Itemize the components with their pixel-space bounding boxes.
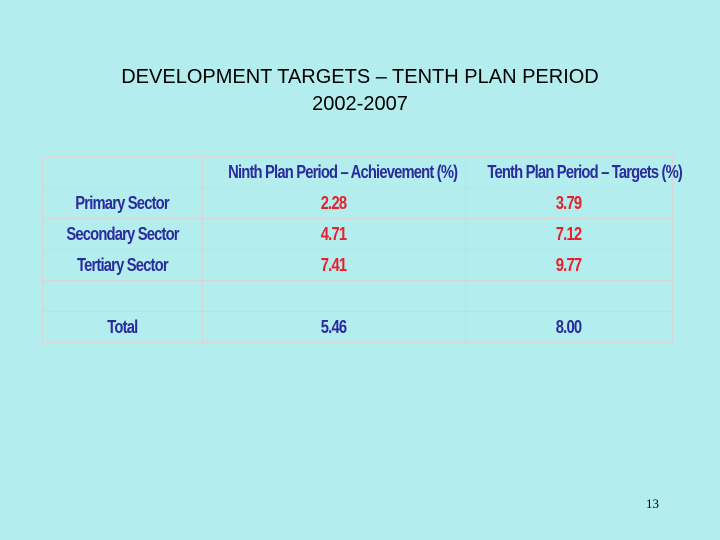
tenth-value bbox=[465, 280, 673, 312]
tenth-value: 9.77 bbox=[465, 249, 673, 281]
table-row: Primary Sector 2.28 3.79 bbox=[42, 187, 673, 219]
total-label: Total bbox=[42, 311, 203, 343]
development-targets-table: Ninth Plan Period – Achievement (%) Tent… bbox=[42, 156, 683, 343]
ninth-value: 7.41 bbox=[202, 249, 466, 281]
total-ninth-value: 5.46 bbox=[202, 311, 466, 343]
page-number: 13 bbox=[646, 496, 659, 511]
ninth-value bbox=[202, 280, 466, 312]
ninth-value: 4.71 bbox=[202, 218, 466, 250]
row-label: Tertiary Sector bbox=[42, 249, 203, 281]
table-row: Secondary Sector 4.71 7.12 bbox=[42, 218, 673, 250]
tenth-value: 3.79 bbox=[465, 187, 673, 219]
total-tenth-value: 8.00 bbox=[465, 311, 673, 343]
row-label: Secondary Sector bbox=[42, 218, 203, 250]
title-line-1: DEVELOPMENT TARGETS – TENTH PLAN PERIOD bbox=[121, 66, 599, 88]
tenth-value: 7.12 bbox=[465, 218, 673, 250]
table-row-empty bbox=[42, 280, 673, 312]
row-label: Primary Sector bbox=[42, 187, 203, 219]
title-line-2: 2002-2007 bbox=[312, 93, 408, 115]
row-label bbox=[42, 280, 203, 312]
slide-title: DEVELOPMENT TARGETS – TENTH PLAN PERIOD … bbox=[0, 64, 720, 118]
ninth-value: 2.28 bbox=[202, 187, 466, 219]
header-cell-empty bbox=[42, 156, 203, 188]
table-header-row: Ninth Plan Period – Achievement (%) Tent… bbox=[42, 156, 683, 188]
table-row-total: Total 5.46 8.00 bbox=[42, 311, 673, 343]
header-cell-ninth-plan: Ninth Plan Period – Achievement (%) bbox=[202, 156, 466, 188]
table-row: Tertiary Sector 7.41 9.77 bbox=[42, 249, 673, 281]
header-cell-tenth-plan: Tenth Plan Period – Targets (%) bbox=[465, 156, 683, 188]
